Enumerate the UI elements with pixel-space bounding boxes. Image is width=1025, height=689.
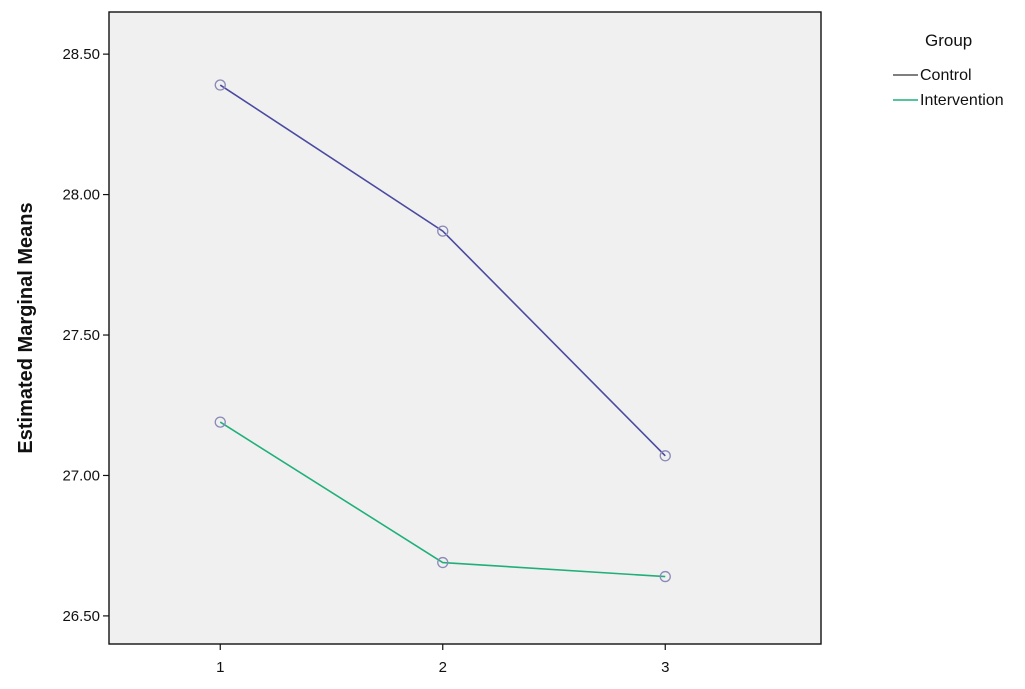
legend-label: Control [920, 67, 972, 84]
x-tick-label: 3 [661, 659, 669, 676]
y-axis-label: Estimated Marginal Means [15, 202, 37, 453]
legend: Group Control Intervention [893, 31, 1004, 109]
y-tick-label: 26.50 [62, 608, 100, 625]
y-tick-label: 27.50 [62, 327, 100, 344]
series-line-2 [219, 421, 666, 578]
data-point [659, 570, 671, 583]
y-tick-label: 28.00 [62, 187, 100, 204]
plot-frame [108, 11, 822, 645]
y-tick-label: 27.00 [62, 467, 100, 484]
data-point [437, 556, 449, 569]
legend-title: Group [925, 31, 972, 50]
y-tick-label: 28.50 [62, 46, 100, 63]
data-point [437, 225, 449, 237]
data-point [214, 79, 226, 91]
plot-background [109, 12, 821, 644]
legend-label: Intervention [920, 92, 1004, 109]
data-point [659, 450, 671, 462]
x-tick-label: 2 [439, 659, 447, 676]
series-line-1 [219, 84, 666, 457]
data-point [214, 416, 226, 428]
y-axis: 26.50 27.00 27.50 28.00 28.50 [62, 46, 109, 625]
x-tick-label: 1 [216, 659, 224, 676]
series-layer [214, 79, 671, 583]
x-axis: 1 2 3 [216, 644, 669, 676]
